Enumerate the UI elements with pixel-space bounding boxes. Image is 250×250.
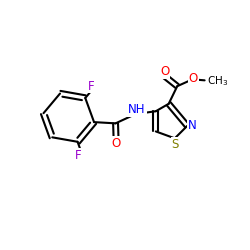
Text: F: F bbox=[74, 149, 81, 162]
Text: S: S bbox=[172, 138, 179, 151]
Text: NH: NH bbox=[128, 103, 146, 116]
Text: CH$_3$: CH$_3$ bbox=[207, 74, 228, 88]
Text: O: O bbox=[112, 137, 121, 150]
Text: F: F bbox=[88, 80, 94, 92]
Text: O: O bbox=[160, 65, 169, 78]
Text: O: O bbox=[188, 72, 198, 85]
Text: N: N bbox=[188, 119, 197, 132]
